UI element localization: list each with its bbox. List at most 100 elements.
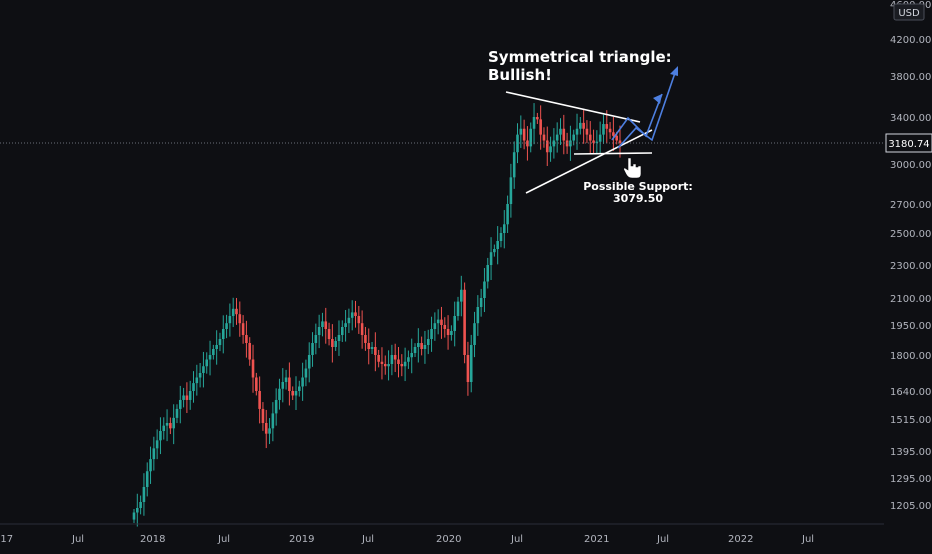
candle xyxy=(605,110,609,144)
candle xyxy=(301,362,304,401)
candle-body xyxy=(572,134,576,141)
candle xyxy=(311,332,314,367)
candle-body xyxy=(463,289,466,355)
candle-body xyxy=(417,343,420,347)
candle xyxy=(407,350,410,369)
candle xyxy=(539,105,542,150)
candle xyxy=(192,371,195,403)
candle-body xyxy=(241,323,245,335)
candle-body xyxy=(403,361,407,367)
candle-body xyxy=(423,345,427,349)
candle-body xyxy=(317,327,321,335)
price-tick-label: 3800.00 xyxy=(890,72,931,83)
candle xyxy=(476,295,480,336)
candle xyxy=(370,341,374,354)
candle xyxy=(241,315,245,344)
candle xyxy=(162,417,166,440)
candle-body xyxy=(367,343,371,349)
candle xyxy=(542,127,546,148)
candle-body xyxy=(178,399,182,409)
candle-body xyxy=(433,323,437,329)
candle-body xyxy=(506,204,509,225)
candle xyxy=(132,508,136,524)
candle xyxy=(502,210,506,249)
candle xyxy=(364,326,367,351)
candle xyxy=(324,307,328,344)
candle xyxy=(413,343,417,357)
candle-body xyxy=(294,391,298,396)
trendline-drawings xyxy=(505,66,678,194)
candle-body xyxy=(354,312,357,316)
time-axis[interactable]: 017 Jul 2018 Jul 2019 Jul 2020 Jul 2021 Jul 2022 Ju… xyxy=(0,534,814,545)
price-tick-label: 2500.00 xyxy=(890,229,931,240)
candle xyxy=(165,409,169,442)
candle xyxy=(559,118,562,146)
candle xyxy=(231,297,235,328)
candle-body xyxy=(182,395,185,400)
candle-body xyxy=(149,459,152,472)
candle xyxy=(284,369,288,390)
candle xyxy=(549,136,552,162)
candle-body xyxy=(231,308,235,316)
candle xyxy=(423,330,427,364)
candle xyxy=(307,342,311,383)
candle-body xyxy=(595,141,599,143)
candle-body xyxy=(387,364,390,367)
candle-body xyxy=(493,249,496,253)
candle-body xyxy=(311,343,314,355)
candle xyxy=(367,328,371,365)
candle-body xyxy=(264,423,268,434)
candle xyxy=(433,312,437,341)
candle-body xyxy=(598,134,602,142)
candle-body xyxy=(221,329,225,339)
candle xyxy=(383,355,387,375)
candle xyxy=(360,310,364,349)
candle-body xyxy=(407,357,410,362)
candle-body xyxy=(519,128,523,135)
candle-body xyxy=(340,327,344,335)
candle xyxy=(545,126,549,167)
candle xyxy=(268,418,271,445)
candle-body xyxy=(251,359,255,378)
candle-body xyxy=(585,128,589,135)
candle xyxy=(317,314,321,349)
currency-badge[interactable] xyxy=(893,3,925,21)
candle xyxy=(509,163,513,218)
candle xyxy=(182,387,185,408)
candle-body xyxy=(169,423,172,429)
candle-body xyxy=(258,391,261,409)
price-tick-label: 1295.00 xyxy=(890,474,931,485)
candle-body xyxy=(202,366,205,373)
candle xyxy=(357,305,361,334)
candle xyxy=(248,337,252,366)
candle xyxy=(519,115,523,148)
price-tick-label: 3000.00 xyxy=(890,160,931,171)
price-tick-label: 2100.00 xyxy=(890,294,931,305)
triangle-lower-trendline xyxy=(525,129,653,194)
candle xyxy=(304,359,308,387)
candle xyxy=(238,301,242,337)
time-tick-label: 2021 xyxy=(584,534,609,545)
candle xyxy=(522,119,526,150)
candle-body xyxy=(473,323,476,345)
candle-body xyxy=(327,329,331,339)
price-tick-label: 1800.00 xyxy=(890,351,931,362)
candle xyxy=(139,495,142,515)
candle xyxy=(212,344,215,360)
candle-body xyxy=(298,386,301,391)
candle xyxy=(450,325,453,341)
candle xyxy=(496,226,499,265)
candle xyxy=(602,114,605,144)
candle xyxy=(453,301,456,347)
candle-body xyxy=(304,368,308,378)
candle-body xyxy=(430,329,433,339)
candle-body xyxy=(142,487,146,502)
candle xyxy=(208,340,212,376)
candle xyxy=(516,123,519,164)
candle xyxy=(228,303,232,337)
candle-body xyxy=(175,408,179,418)
candle-body xyxy=(324,321,328,329)
